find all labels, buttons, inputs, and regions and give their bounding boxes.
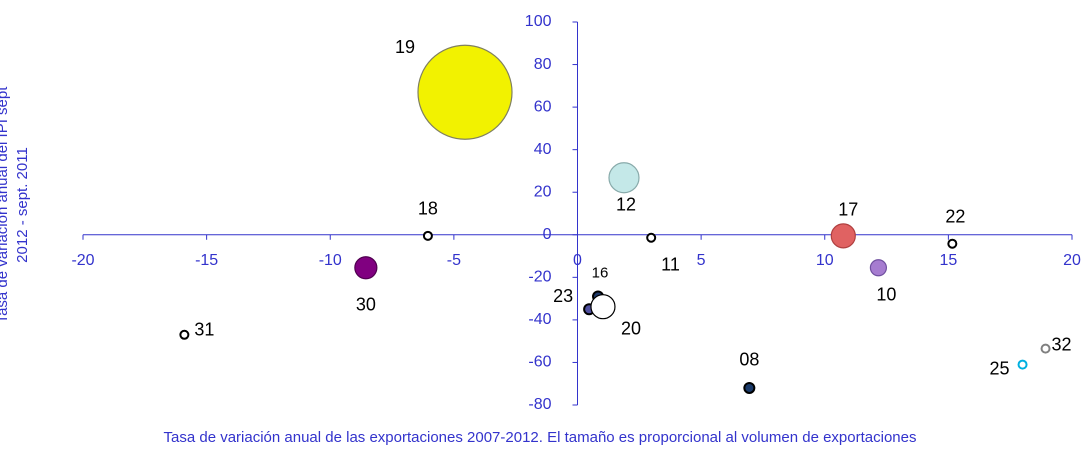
x-tick-label: -15 — [195, 252, 218, 269]
bubble — [743, 381, 756, 394]
bubble-label: 22 — [945, 206, 965, 226]
y-tick-label: -20 — [528, 269, 551, 286]
bubble — [422, 230, 433, 241]
y-tick-label: -60 — [528, 354, 551, 371]
bubble-label: 12 — [616, 195, 636, 215]
bubble — [354, 256, 378, 280]
y-tick-label: 0 — [543, 226, 552, 243]
bubble-label: 19 — [395, 37, 415, 57]
bubble-label: 17 — [838, 200, 858, 220]
bubble-label: 30 — [356, 295, 376, 315]
bubble — [1040, 343, 1051, 354]
bubble — [947, 238, 958, 249]
bubble-label: 10 — [876, 285, 896, 305]
x-tick-label: 20 — [1063, 252, 1081, 269]
bubble — [590, 294, 616, 320]
bubble — [417, 44, 513, 140]
y-tick-label: -40 — [528, 311, 551, 328]
x-tick-label: -20 — [71, 252, 94, 269]
bubble-label: 25 — [990, 358, 1010, 378]
bubble-label: 32 — [1052, 334, 1072, 354]
bubble-label: 11 — [661, 255, 680, 275]
bubble — [869, 259, 888, 277]
y-tick-label: 100 — [525, 13, 552, 30]
x-tick-label: 0 — [573, 252, 582, 269]
bubble-label: 18 — [418, 199, 438, 219]
bubble-label: 31 — [194, 320, 214, 340]
bubble — [646, 232, 657, 243]
y-tick-label: 40 — [534, 141, 552, 158]
bubble — [830, 223, 856, 249]
y-tick-label: 80 — [534, 56, 552, 73]
bubble-label: 20 — [621, 318, 641, 338]
bubble — [1017, 359, 1028, 370]
y-tick-label: 20 — [534, 183, 552, 200]
x-tick-label: -10 — [319, 252, 342, 269]
x-axis-label: Tasa de variación anual de las exportaci… — [163, 429, 917, 446]
bubble-label: 16 — [592, 264, 609, 281]
bubble — [608, 162, 640, 194]
y-tick-label: 60 — [534, 98, 552, 115]
y-tick-label: -80 — [528, 396, 551, 413]
x-tick-label: 5 — [697, 252, 706, 269]
y-axis-label: Tasa de variación anual del IPI sept 201… — [0, 86, 31, 324]
bubble — [179, 329, 190, 340]
bubble-label: 08 — [739, 350, 759, 370]
bubble-label: 23 — [553, 286, 573, 306]
x-tick-label: 10 — [816, 252, 834, 269]
x-tick-label: -5 — [447, 252, 461, 269]
x-tick-label: 15 — [939, 252, 957, 269]
